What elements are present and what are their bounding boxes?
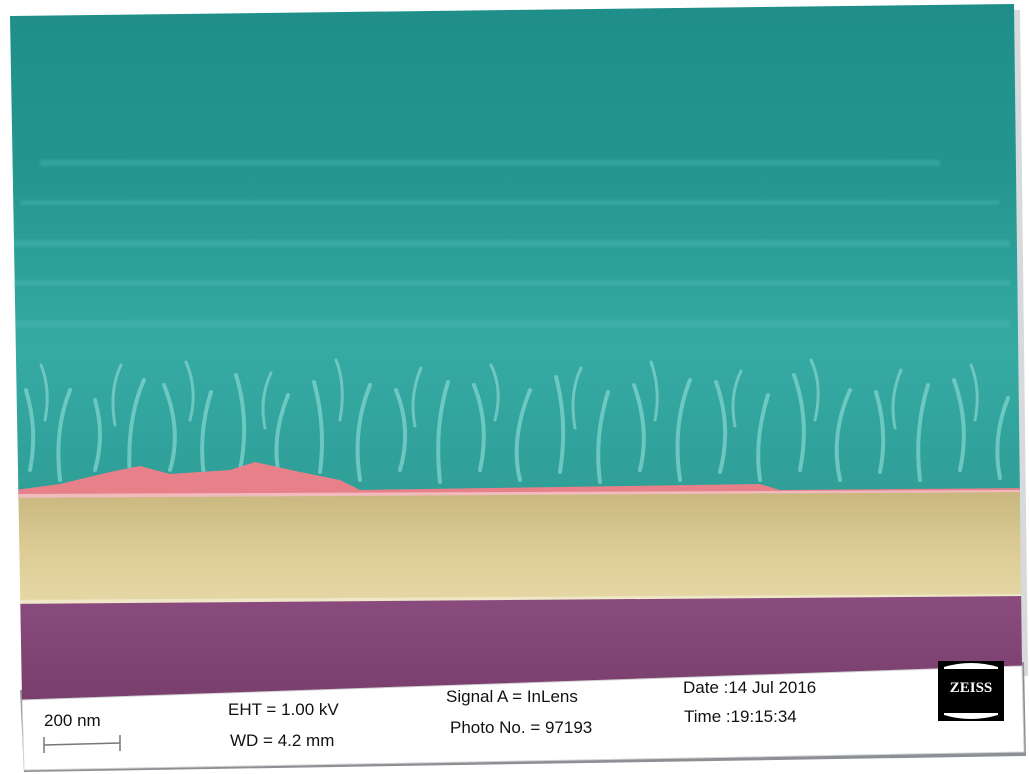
scale-bar-label: 200 nm — [44, 711, 101, 730]
signal-value: Signal A = InLens — [446, 687, 578, 706]
nanowire-layer — [10, 4, 1022, 500]
interface-layer — [10, 462, 1022, 500]
eht-value: EHT = 1.00 kV — [228, 700, 339, 719]
date-value: Date :14 Jul 2016 — [683, 678, 817, 697]
wd-value: WD = 4.2 mm — [230, 731, 335, 750]
info-panel — [21, 665, 1025, 771]
time-value: Time :19:15:34 — [684, 707, 797, 726]
nanowires-foreground — [24, 373, 1010, 484]
substrate-layer — [10, 492, 1022, 606]
nanowire-texture — [10, 160, 1010, 328]
photo-number: Photo No. = 97193 — [450, 718, 593, 737]
nanowires-midground — [39, 358, 979, 430]
zeiss-logo-text: ZEISS — [950, 680, 993, 696]
zeiss-logo: ZEISS — [938, 661, 1004, 721]
scale-bar-line — [43, 735, 121, 753]
